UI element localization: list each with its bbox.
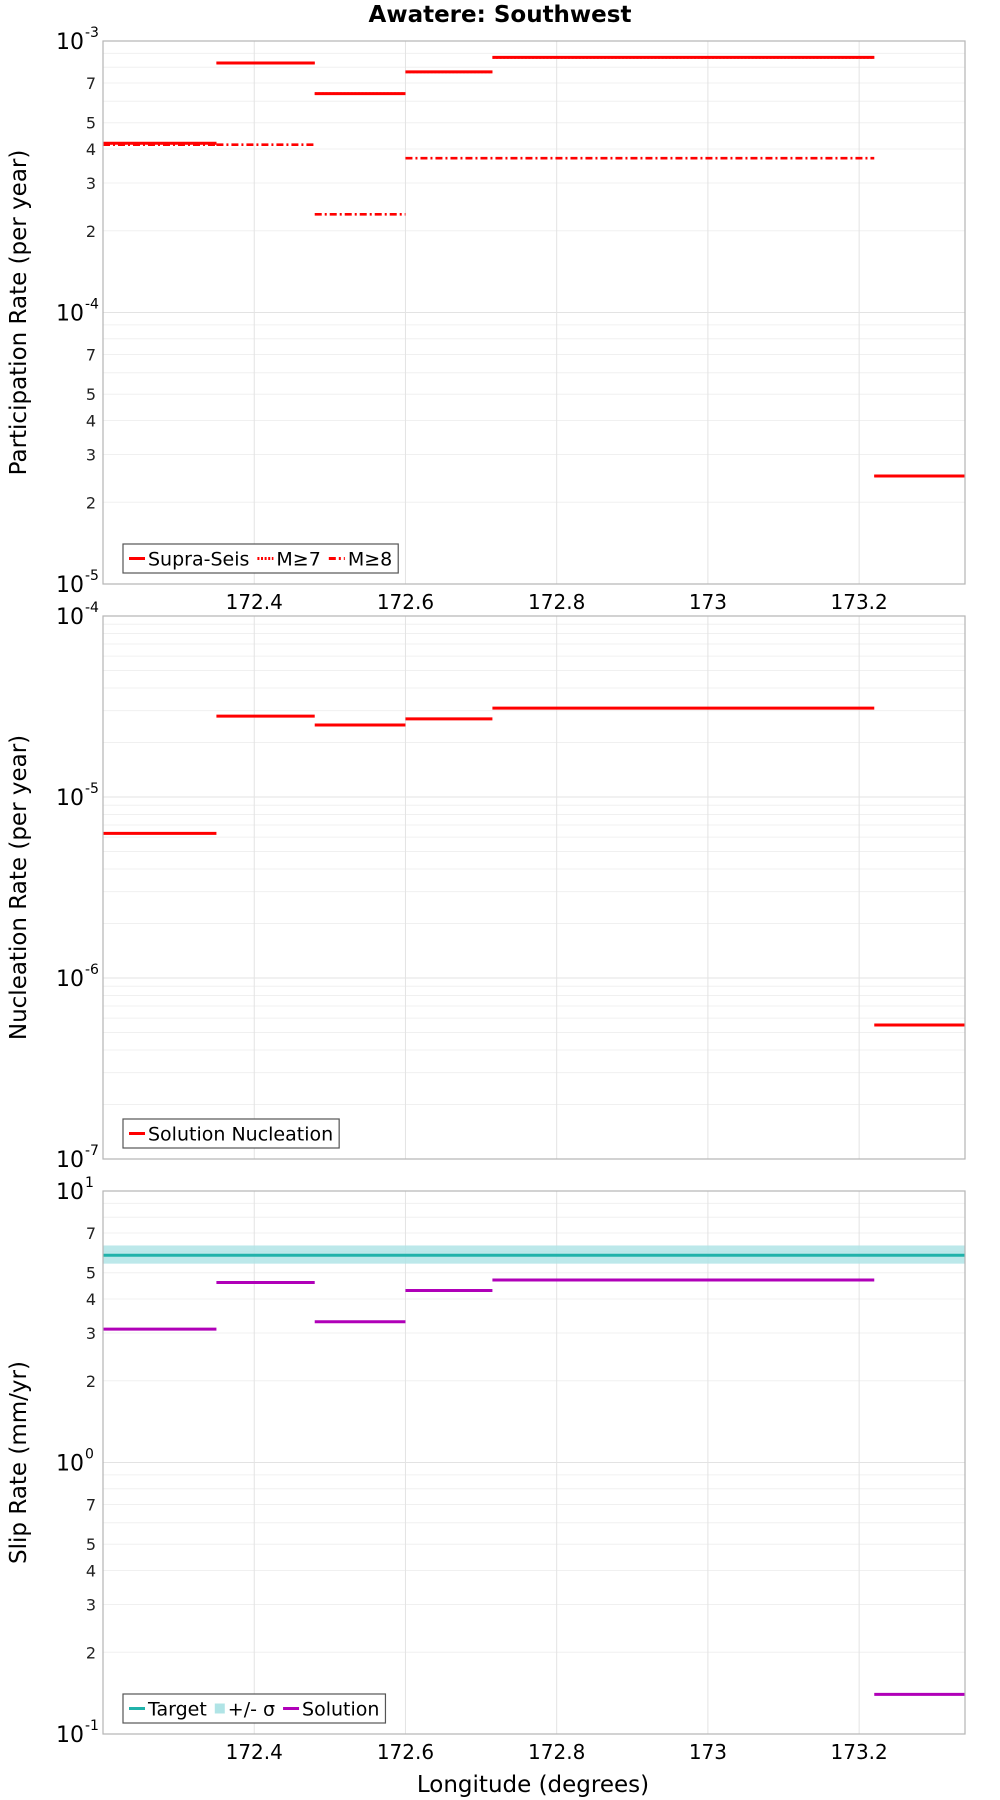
y-minor-tick-label: 5 [86, 385, 96, 404]
y-tick-exponent: 0 [85, 1447, 94, 1463]
y-minor-tick-label: 7 [86, 1224, 96, 1243]
y-tick-exponent: -1 [85, 1718, 99, 1734]
legend: Target +/- σ Solution [122, 1693, 387, 1724]
y-minor-tick-label: 5 [86, 1535, 96, 1554]
y-tick-label: 10 -6 [56, 962, 99, 992]
y-minor-tick-label: 3 [86, 174, 96, 193]
y-tick-exponent: 1 [85, 1175, 94, 1191]
y-minor-tick-label: 4 [86, 140, 96, 159]
x-tick-label: 172.4 [226, 590, 283, 614]
legend-box [122, 1118, 340, 1149]
y-tick-base: 10 [56, 302, 84, 327]
y-minor-tick-label: 3 [86, 1595, 96, 1614]
series-m-8 [103, 143, 875, 216]
series-supra-seis [103, 55, 965, 478]
y-tick-exponent: -7 [85, 1143, 99, 1159]
y-tick-label: 10 -7 [56, 1143, 99, 1173]
y-axis-label: Participation Rate (per year) [6, 150, 32, 476]
y-axis-label: Nucleation Rate (per year) [6, 735, 32, 1040]
y-tick-base: 10 [56, 1180, 84, 1205]
plot-frame [102, 1190, 966, 1735]
y-minor-tick-label: 2 [86, 1643, 96, 1662]
x-tick-label: 173 [689, 1740, 727, 1764]
y-minor-tick-label: 3 [86, 1324, 96, 1343]
y-tick-base: 10 [56, 786, 84, 811]
y-tick-label: 10 -3 [56, 25, 99, 55]
y-tick-base: 10 [56, 573, 84, 598]
y-minor-tick-label: 3 [86, 445, 96, 464]
legend-label: M≥8 [348, 549, 392, 571]
y-tick-exponent: -5 [85, 568, 99, 584]
y-minor-tick-label: 2 [86, 222, 96, 241]
y-minor-tick-label: 4 [86, 1562, 96, 1581]
y-tick-base: 10 [56, 30, 84, 55]
legend-label: Target [147, 1699, 207, 1721]
x-axis-label: Longitude (degrees) [417, 1772, 649, 1798]
y-minor-tick-label: 7 [86, 346, 96, 365]
x-tick-label: 173.2 [831, 590, 888, 614]
legend-box [122, 543, 399, 574]
y-minor-tick-label: 5 [86, 114, 96, 133]
y-tick-exponent: -5 [85, 781, 99, 797]
x-tick-label: 172.8 [528, 590, 585, 614]
legend: Supra-Seis M≥7 M≥8 [122, 543, 399, 574]
y-tick-base: 10 [56, 1148, 84, 1173]
legend-swatch [214, 1703, 225, 1714]
y-tick-exponent: -4 [85, 600, 99, 616]
series-solution [103, 1278, 965, 1696]
x-tick-label: 173 [689, 590, 727, 614]
chart-title: Awatere: Southwest [369, 2, 632, 28]
x-tick-label: 172.4 [226, 1740, 283, 1764]
y-tick-base: 10 [56, 967, 84, 992]
legend-label: Solution Nucleation [148, 1124, 333, 1146]
y-tick-base: 10 [56, 1723, 84, 1748]
legend: Solution Nucleation [122, 1118, 340, 1149]
x-tick-label: 172.6 [377, 1740, 434, 1764]
x-tick-label: 172.8 [528, 1740, 585, 1764]
y-tick-base: 10 [56, 605, 84, 630]
y-minor-tick-label: 5 [86, 1264, 96, 1283]
y-axis-label: Slip Rate (mm/yr) [6, 1361, 32, 1564]
y-tick-label: 10 -4 [56, 600, 99, 630]
y-tick-exponent: -3 [85, 25, 99, 41]
y-minor-tick-label: 2 [86, 493, 96, 512]
y-tick-base: 10 [56, 1452, 84, 1477]
legend-box [122, 1693, 387, 1724]
series-solution-nucleation [103, 706, 965, 1027]
legend-label: M≥7 [276, 549, 320, 571]
legend-label: +/- σ [228, 1699, 275, 1721]
y-tick-label: 10 -5 [56, 781, 99, 811]
legend-label: Solution [302, 1699, 379, 1721]
y-tick-label: 10 -1 [56, 1718, 99, 1748]
y-minor-tick-label: 4 [86, 1290, 96, 1309]
plot-frame [102, 40, 966, 585]
y-tick-label: 10 1 [56, 1175, 94, 1205]
y-minor-tick-label: 4 [86, 412, 96, 431]
x-tick-label: 173.2 [831, 1740, 888, 1764]
y-minor-tick-label: 7 [86, 74, 96, 93]
series-m-7 [103, 56, 965, 478]
y-minor-tick-label: 2 [86, 1372, 96, 1391]
y-tick-exponent: -4 [85, 297, 99, 313]
y-tick-exponent: -6 [85, 962, 99, 978]
y-tick-label: 10 -5 [56, 568, 99, 598]
y-tick-label: 10 0 [56, 1447, 94, 1477]
y-minor-tick-label: 7 [86, 1496, 96, 1515]
plot-frame [102, 615, 966, 1160]
legend-label: Supra-Seis [148, 549, 249, 571]
y-tick-label: 10 -4 [56, 297, 99, 327]
x-tick-label: 172.6 [377, 590, 434, 614]
